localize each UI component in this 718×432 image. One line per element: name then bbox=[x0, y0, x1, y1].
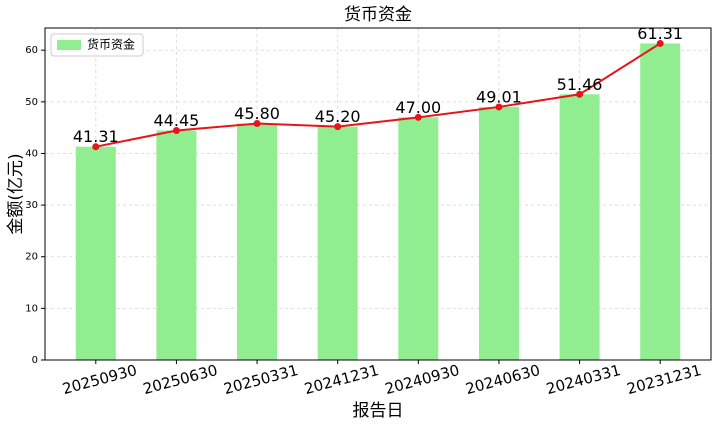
value-label: 45.80 bbox=[234, 104, 280, 123]
legend-swatch bbox=[57, 40, 81, 50]
bar bbox=[75, 146, 116, 360]
bar bbox=[317, 126, 358, 360]
line-marker bbox=[334, 123, 342, 131]
y-tick-label: 10 bbox=[25, 303, 38, 314]
line-marker bbox=[576, 90, 584, 98]
line-marker bbox=[172, 126, 180, 134]
line-marker bbox=[92, 143, 100, 151]
legend-box bbox=[50, 33, 144, 57]
bar bbox=[398, 117, 439, 360]
bar bbox=[156, 130, 197, 360]
x-tick-label: 20240630 bbox=[464, 361, 542, 398]
value-label: 47.00 bbox=[395, 98, 441, 117]
bar bbox=[640, 43, 681, 360]
value-label: 45.20 bbox=[315, 107, 361, 126]
x-tick-label: 20250630 bbox=[141, 361, 219, 398]
value-label: 49.01 bbox=[476, 87, 522, 106]
x-tick-label: 20240331 bbox=[544, 361, 622, 398]
y-axis-label: 金额(亿元) bbox=[6, 153, 26, 234]
line bbox=[95, 42, 661, 148]
x-tick-label: 20250930 bbox=[60, 361, 138, 398]
x-tick-label: 20231231 bbox=[625, 361, 703, 398]
y-tick-label: 50 bbox=[25, 97, 38, 108]
y-tick-label: 20 bbox=[25, 252, 38, 263]
bar bbox=[478, 106, 519, 361]
value-label: 61.31 bbox=[637, 24, 683, 43]
bar bbox=[237, 123, 278, 360]
x-tick-label: 20250331 bbox=[222, 361, 300, 398]
line-marker bbox=[656, 39, 664, 47]
line-marker bbox=[495, 103, 503, 111]
chart-title: 货币资金 bbox=[344, 5, 412, 25]
bar bbox=[559, 94, 600, 360]
y-tick-label: 30 bbox=[25, 200, 38, 211]
value-label: 51.46 bbox=[557, 75, 603, 94]
y-tick-label: 0 bbox=[32, 355, 38, 366]
x-tick-label: 20241231 bbox=[302, 361, 380, 398]
line-marker bbox=[253, 120, 261, 128]
y-tick-label: 40 bbox=[25, 148, 38, 159]
y-tick-label: 60 bbox=[25, 45, 38, 56]
line-marker bbox=[414, 113, 422, 121]
value-label: 44.45 bbox=[154, 111, 200, 130]
plot-frame bbox=[44, 27, 712, 361]
value-label: 41.31 bbox=[73, 127, 119, 146]
x-axis-label: 报告日 bbox=[353, 401, 404, 421]
legend-label: 货币资金 bbox=[87, 37, 135, 52]
x-tick-label: 20240930 bbox=[383, 361, 461, 398]
